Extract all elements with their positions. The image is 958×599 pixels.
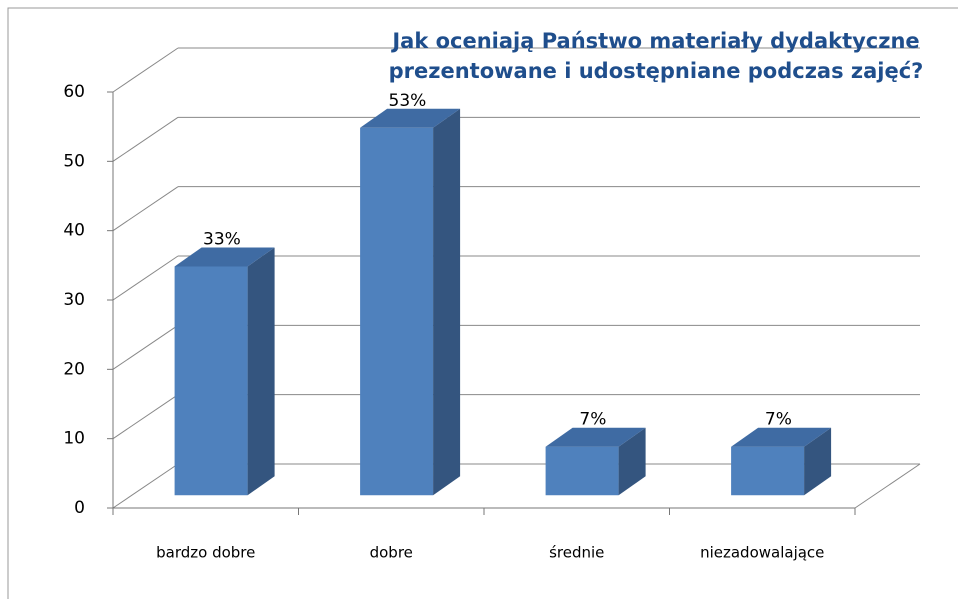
floor-edge <box>854 463 921 509</box>
value-label: 53% <box>389 91 427 111</box>
bar-side <box>618 427 646 496</box>
grid-line <box>112 324 179 370</box>
value-label: 7% <box>579 410 606 430</box>
grid-line <box>112 186 179 232</box>
bar <box>545 427 646 496</box>
grid-line <box>112 116 179 162</box>
bar <box>731 427 832 496</box>
value-label: 7% <box>765 410 792 430</box>
grid-line <box>112 47 179 93</box>
y-tick-label: 0 <box>74 498 85 518</box>
grid-line <box>112 394 179 440</box>
bar-top <box>731 427 832 447</box>
x-tick-label: średnie <box>549 544 604 562</box>
bar-front <box>545 446 619 496</box>
bar-top <box>174 247 275 267</box>
bar-side <box>433 108 461 496</box>
bar-front <box>174 266 248 496</box>
grid-line <box>112 255 179 301</box>
y-tick-label: 30 <box>63 290 85 310</box>
bar-front <box>360 127 434 496</box>
y-tick-label: 60 <box>63 82 85 102</box>
bar <box>174 247 275 496</box>
grid-line <box>112 463 179 509</box>
y-tick-label: 50 <box>63 151 85 171</box>
y-tick-label: 40 <box>63 221 85 241</box>
y-tick-label: 10 <box>63 429 85 449</box>
value-label: 33% <box>203 229 241 249</box>
frame <box>7 7 958 599</box>
bar-top <box>360 108 461 128</box>
bar-side <box>247 247 275 496</box>
y-tick-label: 20 <box>63 359 85 379</box>
bar <box>360 108 461 496</box>
x-tick-label: bardzo dobre <box>156 544 255 562</box>
x-tick-label: niezadowalające <box>700 544 824 562</box>
bar-side <box>804 427 832 496</box>
chart-title: Jak oceniają Państwo materiały dydaktycz… <box>388 29 924 83</box>
x-tick-label: dobre <box>370 544 413 562</box>
bar-front <box>731 446 805 496</box>
bar-top <box>545 427 646 447</box>
